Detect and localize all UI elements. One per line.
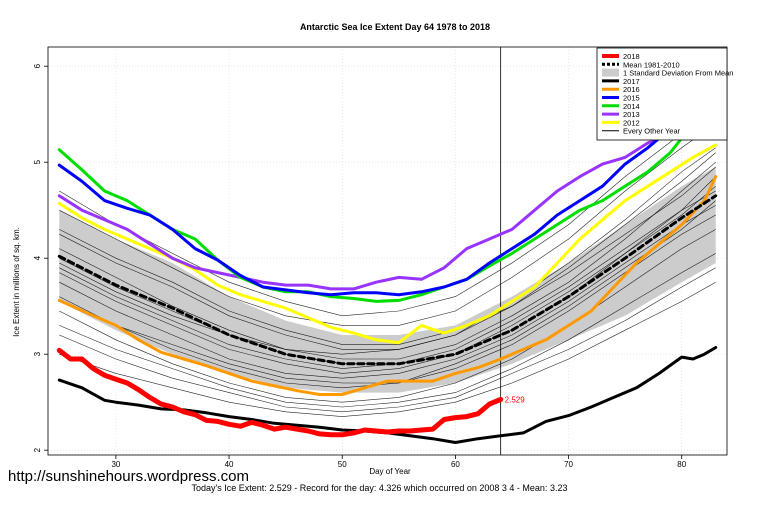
legend-label: 2014	[623, 102, 640, 111]
legend-label: 2013	[623, 110, 640, 119]
series-line-2013	[57, 107, 718, 291]
x-axis-label: Day of Year	[369, 467, 411, 476]
background-year-line	[59, 147, 716, 355]
background-year-line	[59, 113, 716, 317]
series-line-mean-1981-2010	[57, 194, 718, 366]
legend-label: 2018	[623, 52, 640, 61]
x-tick-label: 80	[677, 460, 686, 469]
legend-label: 2012	[623, 118, 640, 127]
background-year-line	[59, 229, 716, 403]
watermark-url: http://sunshinehours.wordpress.com	[8, 468, 249, 485]
series-line-2015	[57, 88, 718, 297]
y-axis-label: Ice Extent in millions of sq. km.	[12, 227, 21, 337]
x-tick-label: 50	[338, 460, 347, 469]
series-line-2016	[57, 175, 718, 396]
x-tick-label: 30	[111, 460, 120, 469]
background-year-line	[59, 161, 716, 360]
legend-label: Every Other Year	[623, 127, 681, 136]
current-value-label: 2.529	[505, 395, 526, 404]
chart-title: Antarctic Sea Ice Extent Day 64 1978 to …	[300, 22, 490, 32]
background-year-line	[59, 253, 716, 408]
legend-label: 2016	[623, 85, 640, 94]
series-line-2018	[56, 347, 504, 438]
plot-frame	[47, 46, 728, 456]
y-tick-label: 3	[33, 351, 42, 356]
background-year-line	[59, 123, 716, 326]
y-tick-label: 6	[33, 63, 42, 68]
x-tick-label: 60	[451, 460, 460, 469]
y-tick-label: 2	[33, 447, 42, 452]
y-tick-label: 5	[33, 159, 42, 164]
x-tick-label: 40	[225, 460, 234, 469]
x-tick-label: 70	[564, 460, 573, 469]
legend-label: Mean 1981-2010	[623, 60, 680, 69]
legend-label: 2017	[623, 77, 640, 86]
series-line-2017	[57, 346, 718, 444]
background-year-line	[59, 176, 716, 374]
legend-label: 2015	[623, 94, 640, 103]
background-year-line	[59, 281, 716, 417]
background-year-line	[59, 267, 716, 413]
background-year-line	[59, 166, 716, 345]
y-tick-label: 4	[33, 255, 42, 260]
background-year-line	[59, 214, 716, 384]
chart-subtitle: Today's Ice Extent: 2.529 - Record for t…	[191, 483, 568, 493]
legend-label: 1 Standard Deviation From Mean	[623, 69, 733, 78]
background-year-line	[59, 205, 716, 379]
